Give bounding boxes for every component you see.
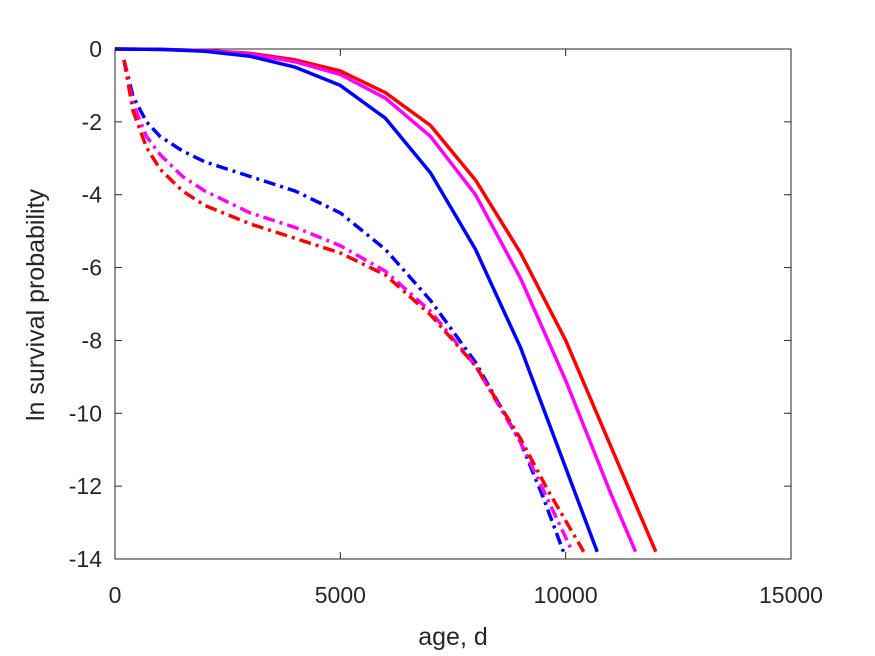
series-line-4-dashdot [122,59,566,553]
y-tick-label: -2 [82,109,102,135]
series-line-5-dashdot [122,59,574,553]
y-tick-label: -12 [69,473,102,499]
y-tick-label: -14 [69,546,102,572]
y-tick-label: 0 [89,36,102,62]
y-tick-label: -4 [82,182,103,208]
plot-area: 0 5000 10000 15000 0 -2 -4 -6 -8 -10 -12 -14 [69,36,823,608]
x-axis-ticks: 0 5000 10000 15000 [109,49,823,608]
x-tick-label: 15000 [759,582,823,608]
x-tick-label: 5000 [315,582,366,608]
y-tick-label: -10 [69,400,102,426]
x-tick-label: 10000 [534,582,598,608]
x-tick-label: 0 [109,582,122,608]
x-axis-label: age, d [418,623,488,651]
y-axis-label: ln survival probability [22,188,50,421]
series-line-3-solid [114,47,599,553]
y-tick-label: -8 [82,327,102,353]
series-layer [114,47,658,553]
plot-frame [114,48,792,560]
y-tick-label: -6 [82,255,102,281]
series-line-6-dashdot [122,59,586,553]
y-axis-ticks: 0 -2 -4 -6 -8 -10 -12 -14 [69,36,791,572]
